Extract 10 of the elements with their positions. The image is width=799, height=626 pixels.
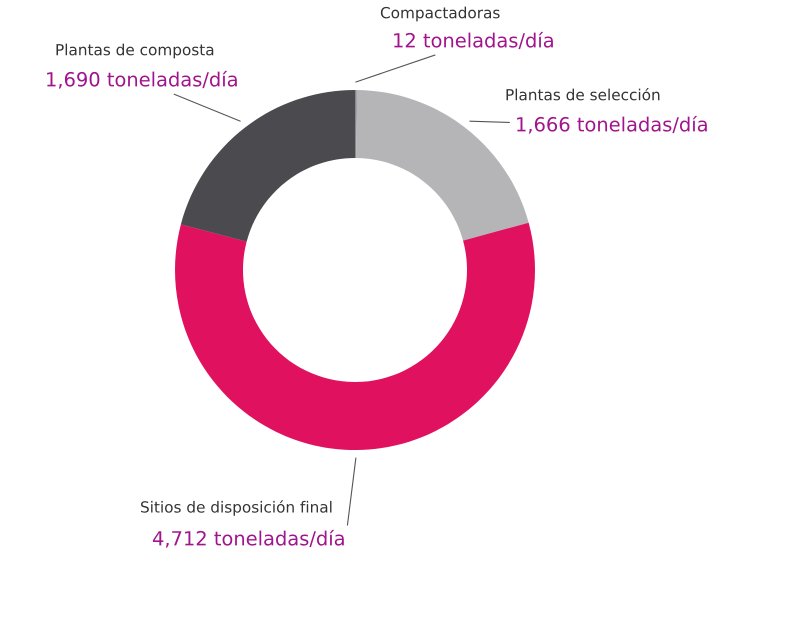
slice-label: Compactadoras [380,6,500,22]
data-label: 4,712 toneladas/día [152,530,344,548]
donut-slice [175,222,535,450]
data-label: 1,690 toneladas/día [47,70,237,89]
data-label: 1,666 toneladas/día [517,116,707,134]
slice-label: Plantas de composta [56,44,214,58]
slice-label: Sitios de disposición final [141,500,332,516]
data-label: 12 toneladas/día [394,32,553,50]
slice-label: Plantas de selección [506,88,660,100]
donut-slice [180,90,355,242]
